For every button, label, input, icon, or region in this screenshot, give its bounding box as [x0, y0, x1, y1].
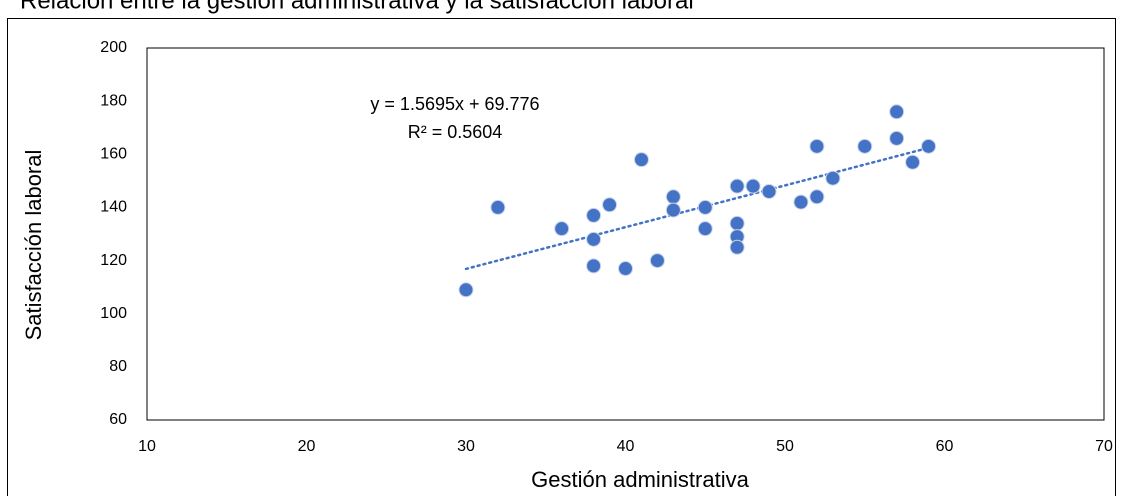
point: [825, 170, 841, 186]
x-tick-label: 50: [776, 438, 794, 455]
x-tick-label: 40: [617, 438, 635, 455]
point: [633, 152, 649, 168]
point: [889, 104, 905, 120]
trend-r-squared: R² = 0.5604: [408, 122, 503, 142]
trendline: [464, 146, 930, 271]
point: [586, 207, 602, 223]
y-axis-label: Satisfacción laboral: [21, 150, 46, 341]
y-tick-label: 80: [109, 358, 127, 375]
point: [729, 178, 745, 194]
x-tick-label: 30: [457, 438, 475, 455]
point: [761, 183, 777, 199]
x-tick-label: 60: [936, 438, 954, 455]
y-tick-label: 140: [100, 199, 127, 216]
x-axis-label: Gestión administrativa: [531, 467, 749, 492]
x-tick-label: 70: [1095, 438, 1113, 455]
plot-frame: [146, 47, 1105, 421]
chart-title: Relación entre la gestión administrativa…: [20, 0, 694, 14]
point: [665, 189, 681, 205]
point: [857, 138, 873, 154]
chart-frame: [7, 18, 1116, 496]
point: [586, 231, 602, 247]
point: [602, 197, 618, 213]
point: [697, 199, 713, 215]
point: [490, 199, 506, 215]
point: [905, 154, 921, 170]
point: [729, 215, 745, 231]
y-tick-label: 60: [109, 411, 127, 428]
x-tick-label: 10: [138, 438, 156, 455]
point: [618, 261, 633, 277]
point: [665, 202, 681, 218]
point: [921, 138, 937, 154]
point: [697, 221, 713, 237]
y-tick-label: 200: [100, 39, 127, 56]
point: [729, 239, 745, 255]
point: [458, 282, 474, 298]
point: [809, 138, 825, 154]
point: [809, 189, 825, 205]
y-tick-label: 120: [100, 252, 127, 269]
point: [745, 178, 761, 194]
x-tick-label: 20: [298, 438, 316, 455]
trend-equation: y = 1.5695x + 69.776: [370, 94, 539, 114]
point: [586, 258, 602, 274]
y-tick-label: 160: [100, 146, 127, 163]
point: [793, 194, 809, 210]
y-tick-label: 100: [100, 305, 127, 322]
y-tick-label: 180: [100, 92, 127, 109]
point: [649, 253, 665, 269]
point: [889, 130, 905, 146]
point: [554, 221, 570, 237]
